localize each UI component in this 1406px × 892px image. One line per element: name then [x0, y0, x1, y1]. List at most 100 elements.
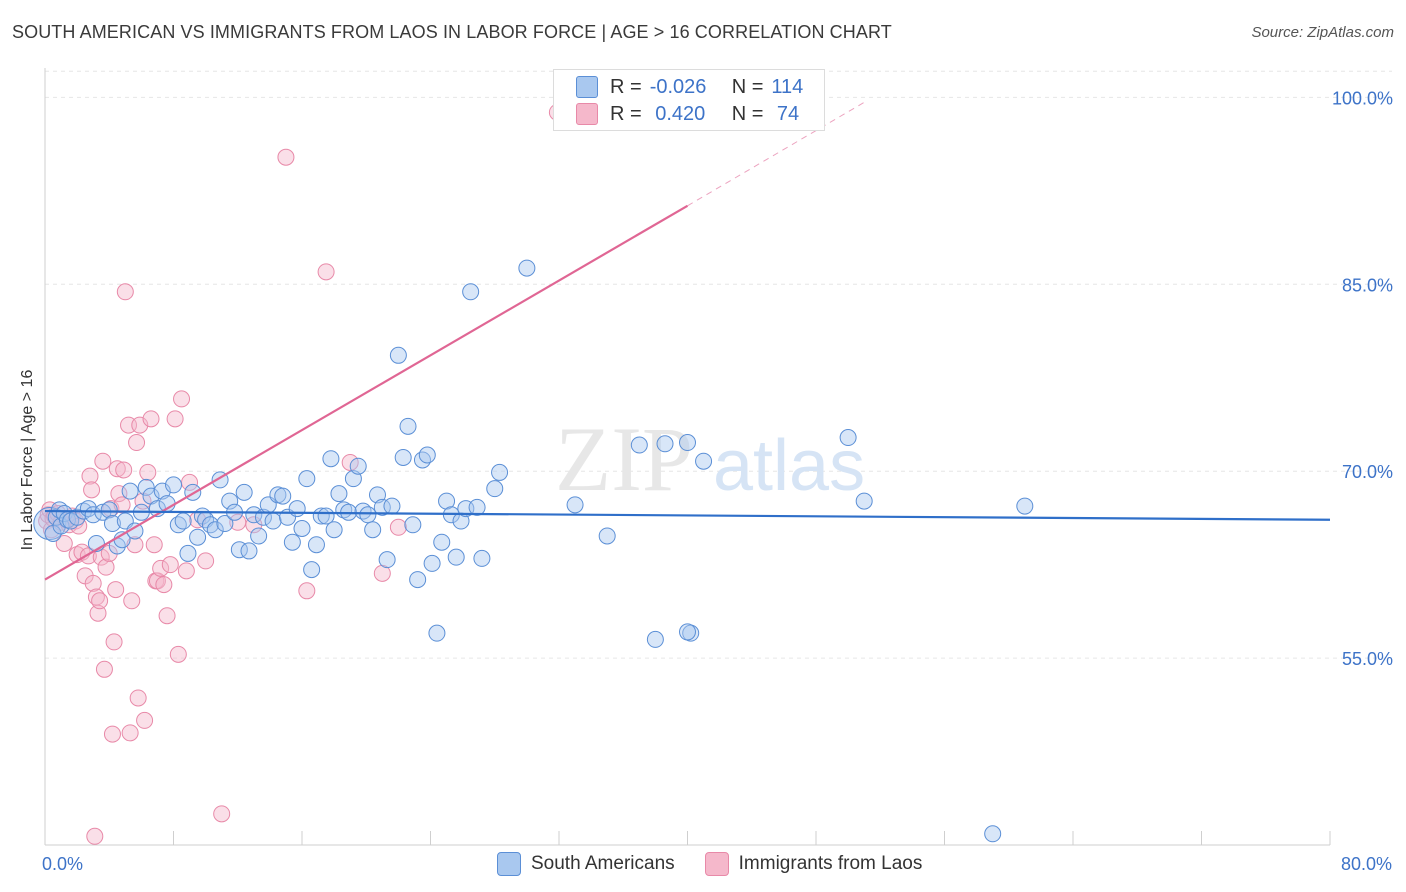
south-american-point	[491, 463, 509, 481]
laos-point	[107, 581, 125, 599]
south-american-point	[216, 515, 234, 533]
laos-point	[97, 558, 115, 576]
legend-swatch-pink	[704, 852, 729, 876]
legend-row-south-americans: R = -0.026 N = 114	[576, 74, 803, 100]
south-american-point	[121, 482, 139, 500]
south-american-point	[518, 259, 536, 277]
laos-point	[86, 827, 104, 845]
watermark-atlas: atlas	[713, 426, 865, 506]
south-american-point	[206, 521, 224, 539]
south-american-point	[137, 478, 155, 496]
legend-swatch-blue	[497, 852, 521, 876]
south-american-point	[1016, 497, 1034, 515]
south-american-point	[438, 492, 456, 510]
south-american-point	[288, 500, 306, 518]
legend-r-value: -0.026	[649, 75, 707, 98]
laos-point	[92, 548, 110, 566]
legend-row-laos: R = 0.420 N = 74	[576, 101, 799, 127]
laos-point	[142, 410, 160, 428]
south-american-point	[486, 480, 504, 498]
south-american-point	[235, 483, 253, 501]
south-american-point	[404, 516, 422, 534]
south-american-point	[839, 429, 857, 447]
laos-point	[166, 410, 184, 428]
south-american-point	[179, 544, 197, 562]
laos-point	[173, 390, 191, 408]
y-tick-label: 70.0%	[1342, 462, 1393, 482]
south-american-point	[264, 512, 282, 530]
south-american-point	[103, 515, 121, 533]
gridlines	[45, 70, 1392, 659]
laos-point	[55, 534, 73, 552]
x-tick-label: 0.0%	[42, 854, 83, 874]
laos-point	[108, 460, 126, 478]
laos-point	[152, 559, 170, 577]
y-axis-label: In Labor Force | Age > 16	[19, 369, 36, 551]
south-american-point	[245, 506, 263, 524]
legend-r-value: 0.420	[649, 102, 706, 125]
legend-item-laos[interactable]: Immigrants from Laos	[704, 852, 923, 876]
laos-point	[158, 607, 176, 625]
trend-lines	[44, 101, 1331, 581]
laos-point	[103, 725, 121, 743]
south-american-point	[389, 346, 407, 364]
south-american-point	[630, 436, 648, 454]
legend-label-south-americans: South Americans	[531, 853, 675, 874]
laos-point	[84, 574, 102, 592]
south-american-point	[165, 476, 182, 494]
chart-source: Source: ZipAtlas.com	[1251, 24, 1394, 41]
south-american-point	[413, 451, 431, 469]
south-american-point	[409, 571, 427, 589]
south-american-point	[349, 457, 367, 475]
legend-label-laos: Immigrants from Laos	[738, 853, 923, 874]
legend-item-south-americans[interactable]: South Americans	[497, 852, 675, 876]
laos-point	[94, 452, 112, 470]
laos-point	[139, 463, 157, 481]
legend-r-label: R =	[610, 102, 642, 125]
south-american-point	[33, 507, 67, 541]
south-american-point	[984, 825, 1002, 843]
laos-point	[197, 552, 215, 570]
south-american-point	[394, 448, 412, 466]
laos-point	[161, 556, 179, 574]
laos-point	[155, 576, 173, 594]
south-american-point	[303, 561, 321, 579]
south-american-point	[423, 554, 441, 572]
south-american-point	[283, 533, 301, 551]
laos-point	[145, 536, 163, 554]
laos-point	[116, 283, 134, 301]
tick-labels: 55.0% 70.0% 85.0% 100.0% 0.0% 80.0%	[42, 88, 1393, 874]
laos-point	[136, 711, 154, 729]
south-american-point	[428, 624, 446, 642]
south-american-point	[679, 434, 696, 452]
south-american-point	[598, 527, 616, 545]
south-american-point	[221, 492, 239, 510]
south-american-point	[240, 542, 258, 560]
south-american-point	[325, 521, 343, 539]
chart-title: SOUTH AMERICAN VS IMMIGRANTS FROM LAOS I…	[12, 22, 892, 42]
south-american-point	[298, 470, 316, 488]
laos-point	[277, 148, 295, 166]
laos-point	[105, 633, 123, 651]
south-american-point	[364, 521, 382, 539]
laos-point	[115, 461, 133, 479]
legend-n-label: N =	[731, 75, 764, 98]
south-american-point	[378, 551, 396, 569]
y-tick-label: 100.0%	[1332, 88, 1393, 108]
south-american-point	[174, 512, 192, 530]
south-american-point	[100, 501, 118, 519]
south-american-point	[855, 492, 873, 510]
y-tick-label: 55.0%	[1342, 649, 1393, 669]
laos-point	[113, 496, 131, 514]
series-legend: South Americans Immigrants from Laos	[497, 852, 952, 876]
laos-point	[123, 592, 141, 610]
south-american-point	[418, 446, 436, 464]
south-american-point	[330, 485, 348, 503]
laos-point	[129, 689, 147, 707]
laos-point	[91, 592, 109, 610]
south-american-point	[250, 527, 268, 545]
south-american-trend-line	[44, 509, 1331, 521]
laos-point	[389, 518, 407, 536]
south-american-point	[359, 506, 377, 524]
